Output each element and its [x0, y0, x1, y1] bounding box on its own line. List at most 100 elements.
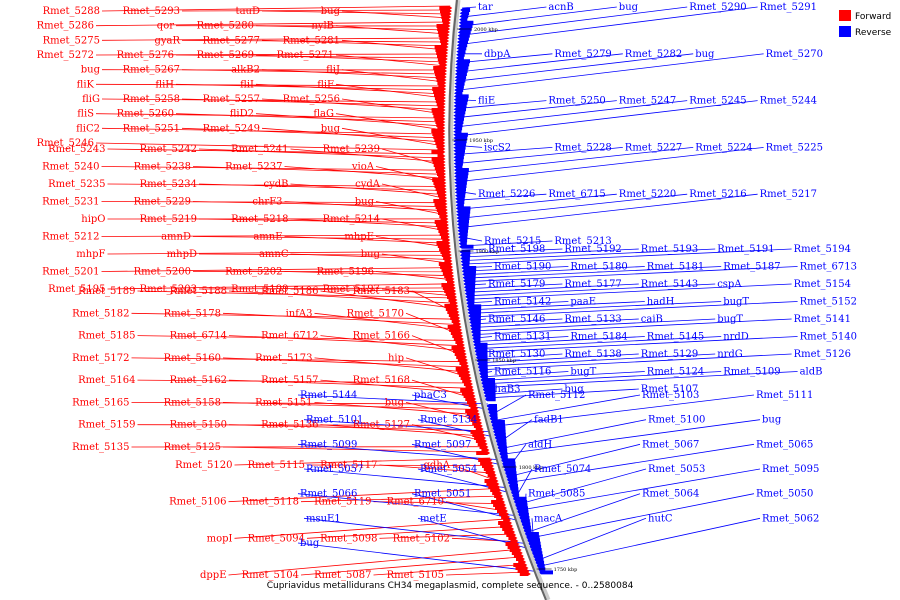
forward-gene-label: Rmet_5276: [117, 50, 174, 61]
reverse-leader-line: [297, 394, 489, 405]
reverse-gene-label: Rmet_5111: [756, 390, 813, 401]
reverse-gene-arrow: [469, 323, 481, 328]
forward-leader-line: [335, 25, 448, 35]
reverse-gene-arrow: [453, 158, 464, 163]
reverse-gene-arrow: [497, 448, 508, 453]
reverse-gene-arrow: [492, 429, 506, 434]
forward-leader-line: [228, 548, 521, 576]
reverse-gene-arrow: [467, 310, 481, 315]
reverse-gene-label: hutC: [648, 513, 673, 524]
forward-gene-label: fliK: [77, 79, 95, 90]
reverse-gene-arrow: [475, 355, 488, 360]
forward-gene-label: Rmet_5196: [317, 267, 374, 278]
forward-leader-line: [381, 288, 456, 297]
forward-leader-line: [95, 113, 444, 119]
reverse-gene-label: metE: [420, 513, 447, 524]
reverse-gene-label: macA: [534, 513, 563, 524]
forward-gene-label: Rmet_5182: [72, 308, 129, 319]
forward-leader-line: [198, 183, 445, 191]
forward-gene-label: fliS: [77, 109, 94, 120]
reverse-gene-arrow: [535, 564, 545, 568]
forward-leader-line: [228, 488, 500, 503]
reverse-leader-line: [476, 336, 798, 353]
reverse-leader-line: [484, 371, 798, 388]
forward-leader-line: [320, 424, 485, 437]
reverse-leader-line: [501, 419, 761, 455]
reverse-leader-line: [456, 53, 764, 91]
reverse-gene-arrow: [453, 145, 466, 150]
forward-gene-label: Rmet_5166: [353, 331, 410, 342]
reverse-leader-line: [473, 318, 792, 335]
forward-gene-label: Rmet_5115: [248, 460, 305, 471]
forward-leader-line: [335, 113, 444, 131]
reverse-leader-line: [474, 336, 569, 342]
forward-gene-label: Rmet_5249: [203, 123, 260, 134]
reverse-gene-arrow: [454, 190, 466, 195]
forward-gene-labels: Rmet_5288 Rmet_5293 tauD bug Rmet_5286 qor Rme…: [37, 6, 451, 581]
forward-gene-label: hipO: [81, 214, 105, 225]
reverse-gene-arrow: [501, 461, 516, 466]
reverse-gene-label: Rmet_5129: [641, 349, 698, 360]
reverse-gene-label: Rmet_5146: [488, 314, 545, 325]
forward-leader-line: [255, 113, 444, 127]
reverse-leader-line: [526, 493, 641, 534]
reverse-gene-arrow: [455, 193, 466, 198]
forward-gene-label: Rmet_5242: [140, 144, 197, 155]
forward-gene-label: Rmet_5239: [323, 144, 380, 155]
forward-gene-label: Rmet_5119: [314, 497, 371, 508]
reverse-gene-arrow: [495, 439, 507, 444]
reverse-leader-line: [455, 100, 547, 110]
reverse-gene-arrow: [453, 100, 468, 105]
reverse-leader-line: [457, 193, 547, 201]
legend-reverse-label: Reverse: [855, 28, 892, 38]
reverse-leader-line: [297, 493, 521, 517]
reverse-gene-label: bugT: [717, 314, 743, 325]
forward-gene-label: Rmet_6710: [387, 497, 444, 508]
reverse-gene-label: bugT: [723, 297, 749, 308]
reverse-leader-line: [458, 193, 688, 219]
forward-gene-label: Rmet_5199: [231, 284, 288, 295]
reverse-gene-label: Rmet_5103: [642, 390, 699, 401]
reverse-gene-label: Rmet_5191: [717, 244, 774, 255]
forward-leader-line: [445, 571, 529, 576]
reverse-gene-arrow: [457, 232, 468, 236]
forward-gene-label: Rmet_5135: [72, 442, 129, 453]
reverse-leader-lines: [297, 6, 798, 573]
reverse-gene-arrow: [453, 126, 463, 131]
reverse-gene-arrow: [453, 168, 469, 172]
forward-leader-line: [314, 402, 479, 416]
forward-leader-line: [175, 113, 444, 123]
forward-leader-line: [375, 236, 450, 248]
reverse-gene-arrow: [454, 72, 467, 76]
forward-leader-line: [107, 251, 450, 255]
reverse-gene-arrow: [466, 307, 482, 312]
reverse-gene-arrow: [454, 84, 464, 89]
reverse-gene-arrow: [486, 404, 497, 408]
reverse-gene-arrow: [480, 378, 495, 382]
reverse-gene-arrow: [471, 336, 481, 341]
forward-leader-line: [405, 402, 480, 421]
tick-label: 2000 kbp: [474, 27, 498, 33]
reverse-gene-arrow: [478, 368, 488, 373]
reverse-gene-label: Rmet_5224: [695, 142, 752, 153]
reverse-leader-line: [516, 468, 647, 506]
forward-gene-label: Rmet_5197: [323, 284, 380, 295]
reverse-leader-line: [482, 371, 645, 381]
reverse-gene-arrow: [453, 113, 465, 118]
forward-gene-label: Rmet_5117: [320, 460, 377, 471]
reverse-gene-arrow: [462, 278, 476, 283]
reverse-gene-label: Rmet_5217: [760, 189, 817, 200]
forward-leader-line: [222, 446, 489, 453]
forward-gene-label: Rmet_5260: [117, 109, 174, 120]
reverse-gene-label: Rmet_5220: [619, 189, 676, 200]
reverse-gene-arrow: [455, 200, 465, 204]
forward-leader-line: [234, 518, 510, 539]
reverse-gene-arrow: [489, 416, 498, 421]
reverse-gene-label: hadH: [647, 297, 675, 308]
reverse-gene-arrow: [476, 362, 488, 366]
reverse-gene-arrow: [499, 455, 508, 460]
reverse-gene-arrow: [512, 496, 527, 501]
reverse-gene-label: Rmet_5126: [794, 349, 851, 360]
reverse-gene-label: Rmet_5057: [306, 464, 363, 475]
forward-gene-label: Rmet_5168: [353, 375, 410, 386]
